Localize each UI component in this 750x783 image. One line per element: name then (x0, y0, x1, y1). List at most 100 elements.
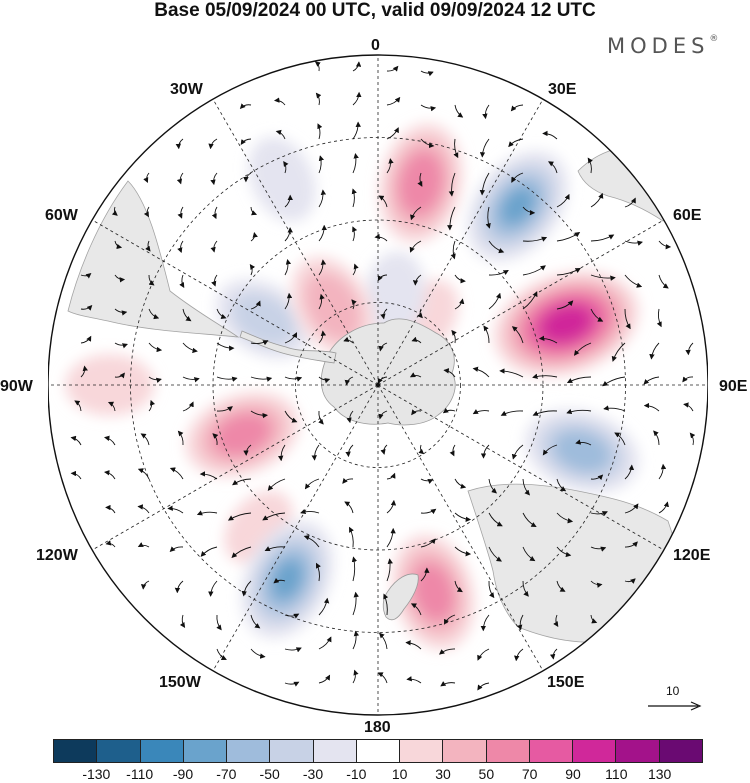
wind-arrow (114, 274, 126, 283)
wind-arrow (510, 104, 524, 112)
map-border (48, 54, 708, 716)
wind-arrow (277, 444, 286, 462)
wind-arrow (549, 648, 558, 660)
anomaly-center-positive (185, 392, 299, 477)
wind-arrow (624, 308, 631, 330)
wind-arrow (114, 342, 128, 349)
lon-label-150e: 150E (547, 674, 585, 691)
wind-arrow (472, 409, 490, 415)
wind-arrow (420, 567, 430, 582)
wind-arrow (483, 325, 490, 344)
wind-arrow (450, 240, 456, 260)
wind-arrow (590, 192, 604, 208)
wind-arrow (386, 96, 401, 106)
colorbar-tick-label: -30 (302, 766, 324, 782)
colorbar-tick-label: -110 (126, 766, 154, 782)
wind-arrow (352, 226, 358, 242)
wind-arrow (447, 206, 456, 231)
wind-arrow (169, 467, 184, 480)
wind-arrow (143, 172, 150, 184)
wind-arrow (105, 504, 116, 514)
wind-arrow (311, 444, 320, 461)
wind-arrow (284, 681, 300, 687)
wind-arrow (210, 172, 218, 186)
colorbar-swatch (183, 740, 228, 762)
wind-arrow (522, 206, 536, 216)
wind-arrow (658, 240, 672, 250)
wind-arrow (239, 103, 252, 110)
wind-arrow (140, 433, 150, 446)
wind-arrow (345, 444, 354, 458)
wind-arrow (318, 259, 327, 276)
wind-arrow (573, 342, 592, 356)
wind-arrow (107, 401, 116, 412)
colorbar-swatch (140, 740, 184, 762)
wind-arrow (383, 593, 389, 616)
wind-arrow (250, 340, 269, 346)
wind-arrow (318, 155, 325, 174)
wind-arrow (176, 172, 184, 185)
wind-arrow (411, 336, 422, 344)
wind-arrow (346, 410, 354, 424)
wind-arrow (479, 172, 490, 196)
antarctic-peninsula (239, 330, 337, 364)
wind-arrow (304, 478, 320, 490)
wind-arrow (611, 342, 626, 362)
wind-arrow (314, 61, 321, 72)
wind-arrow (386, 158, 394, 174)
wind-arrow (216, 648, 227, 660)
wind-arrow (216, 614, 222, 631)
wind-arrow (406, 676, 422, 684)
wind-arrow (624, 503, 639, 514)
wind-arrow (80, 335, 92, 344)
wind-arrow (182, 308, 192, 322)
wind-arrow (182, 376, 200, 383)
colorbar-swatch (270, 740, 314, 762)
colorbar (53, 739, 703, 763)
wind-arrow (624, 578, 636, 584)
wind-arrow (624, 240, 643, 246)
colorbar-tick-label: -130 (82, 766, 111, 782)
wind-arrow (177, 240, 184, 254)
wind-arrow (343, 336, 354, 344)
wind-arrow (352, 263, 359, 276)
wind-arrow (374, 233, 388, 242)
wind-arrow (105, 540, 116, 548)
wind-arrow (216, 308, 227, 319)
wind-arrow (538, 335, 558, 344)
wind-arrow (587, 157, 593, 174)
wind-arrow (378, 632, 388, 650)
wind-arrow (556, 193, 570, 208)
wind-arrow (182, 401, 194, 412)
wind-arrow (380, 444, 388, 455)
wind-arrow (656, 308, 662, 328)
wind-arrow (303, 535, 320, 548)
colorbar-swatch (529, 740, 574, 762)
wind-arrow (624, 274, 643, 288)
wind-arrow (409, 240, 422, 253)
wind-arrow (482, 104, 490, 120)
wind-arrow (548, 161, 558, 174)
wind-arrow (386, 127, 399, 140)
wind-arrow (556, 478, 567, 492)
meridian-line (377, 384, 544, 671)
wind-arrow (243, 444, 252, 456)
colorbar-swatch (616, 740, 660, 762)
wind-arrow (556, 267, 581, 276)
wind-arrow (409, 372, 422, 378)
wind-arrow (556, 231, 581, 242)
wind-arrow (553, 614, 559, 628)
anomaly-center-negative (525, 409, 639, 493)
wind-arrow (318, 636, 332, 650)
wind-arrow (342, 478, 354, 484)
lon-label-120e: 120E (673, 547, 711, 564)
wind-arrow (351, 556, 358, 582)
wind-arrow (315, 562, 321, 582)
map-title: Base 05/09/2024 00 UTC, valid 09/09/2024… (154, 0, 596, 21)
wind-arrow (145, 240, 151, 252)
colorbar-tick-label: -10 (346, 766, 367, 782)
wind-arrow (114, 372, 125, 379)
latitude-circle (295, 302, 461, 468)
wind-arrow (148, 274, 155, 286)
wind-arrow (454, 104, 464, 118)
